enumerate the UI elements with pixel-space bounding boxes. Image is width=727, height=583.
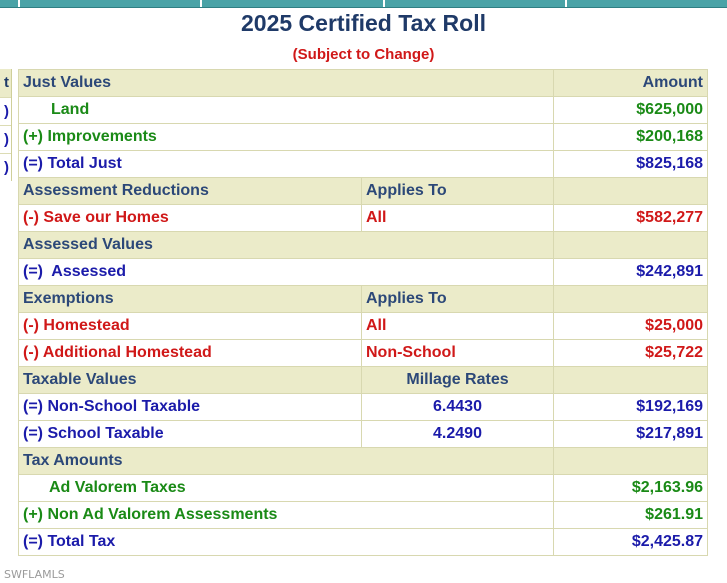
school-millage: 4.2490 [360,420,555,448]
save-our-homes-amount: $582,277 [553,204,709,232]
improvements-amount: $200,168 [553,123,709,151]
empty-header-cell [553,285,709,313]
tax-amounts-header-row: Tax Amounts [17,447,709,475]
non-school-millage: 6.4430 [360,393,555,421]
table-row: (=) Assessed $242,891 [17,258,709,286]
additional-homestead-applies-to: Non-School [360,339,555,367]
exemptions-header: Exemptions [18,285,362,313]
assessed-label: (=) Assessed [17,258,555,286]
table-row: (+) Non Ad Valorem Assessments $261.91 [17,501,709,529]
ad-valorem-taxes-label: Ad Valorem Taxes [17,474,555,502]
assessed-amount: $242,891 [553,258,709,286]
table-row: Land $625,000 [17,96,709,124]
save-our-homes-label: (-) Save our Homes [18,204,362,232]
homestead-applies-to: All [360,312,555,340]
school-taxable-amount: $217,891 [553,420,709,448]
land-label: Land [17,96,555,124]
improvements-label: (+) Improvements [17,123,555,151]
homestead-amount: $25,000 [553,312,709,340]
homestead-label: (-) Homestead [18,312,362,340]
non-ad-valorem-amount: $261.91 [553,501,709,529]
top-tab-strip [0,0,727,8]
empty-header-cell [553,231,709,259]
tab-divider [18,0,20,7]
clipped-value-cell: ) [0,153,11,181]
additional-homestead-amount: $25,722 [553,339,709,367]
table-row: (=) Total Tax $2,425.87 [17,528,709,556]
assessment-reductions-header: Assessment Reductions [18,177,362,205]
ad-valorem-taxes-amount: $2,163.96 [553,474,709,502]
watermark: SWFLAMLS [4,568,65,581]
page-subtitle: (Subject to Change) [292,46,435,63]
clipped-value-cell: ) [0,125,11,153]
assessment-reductions-header-row: Assessment Reductions Applies To [18,177,709,205]
table-row: (=) Total Just $825,168 [17,150,709,178]
assessed-values-header: Assessed Values [17,231,555,259]
applies-to-header: Applies To [360,285,555,313]
amount-header: Amount [553,69,709,97]
tab-divider [383,0,385,7]
table-row: (-) Additional Homestead Non-School $25,… [18,339,709,367]
table-row: (-) Save our Homes All $582,277 [18,204,709,232]
page-title: 2025 Certified Tax Roll [241,10,486,36]
assessed-values-header-row: Assessed Values [17,231,709,259]
land-amount: $625,000 [553,96,709,124]
non-school-taxable-label: (=) Non-School Taxable [18,393,362,421]
non-school-taxable-amount: $192,169 [553,393,709,421]
save-our-homes-applies-to: All [360,204,555,232]
clipped-left-table: t ) ) ) [0,69,12,181]
table-row: (=) Non-School Taxable 6.4430 $192,169 [18,393,709,421]
table-row: Ad Valorem Taxes $2,163.96 [17,474,709,502]
applies-to-header: Applies To [360,177,555,205]
total-just-amount: $825,168 [553,150,709,178]
school-taxable-label: (=) School Taxable [18,420,362,448]
clipped-header-cell: t [0,69,11,97]
table-row: (-) Homestead All $25,000 [18,312,709,340]
non-ad-valorem-label: (+) Non Ad Valorem Assessments [17,501,555,529]
millage-rates-header: Millage Rates [360,366,555,394]
taxable-values-header-row: Taxable Values Millage Rates [18,366,709,394]
taxable-values-header: Taxable Values [18,366,362,394]
total-tax-label: (=) Total Tax [17,528,555,556]
exemptions-header-row: Exemptions Applies To [18,285,709,313]
tab-divider [200,0,202,7]
table-row: (=) School Taxable 4.2490 $217,891 [18,420,709,448]
total-tax-amount: $2,425.87 [553,528,709,556]
empty-header-cell [553,447,709,475]
clipped-value-cell: ) [0,97,11,125]
empty-header-cell [553,366,709,394]
table-row: (+) Improvements $200,168 [17,123,709,151]
tax-amounts-header: Tax Amounts [17,447,555,475]
tax-roll-table: Just Values Amount Land $625,000 (+) Imp… [17,69,709,556]
just-values-header-row: Just Values Amount [17,69,709,97]
empty-header-cell [553,177,709,205]
tab-divider [565,0,567,7]
additional-homestead-label: (-) Additional Homestead [18,339,362,367]
just-values-header: Just Values [17,69,555,97]
total-just-label: (=) Total Just [17,150,555,178]
